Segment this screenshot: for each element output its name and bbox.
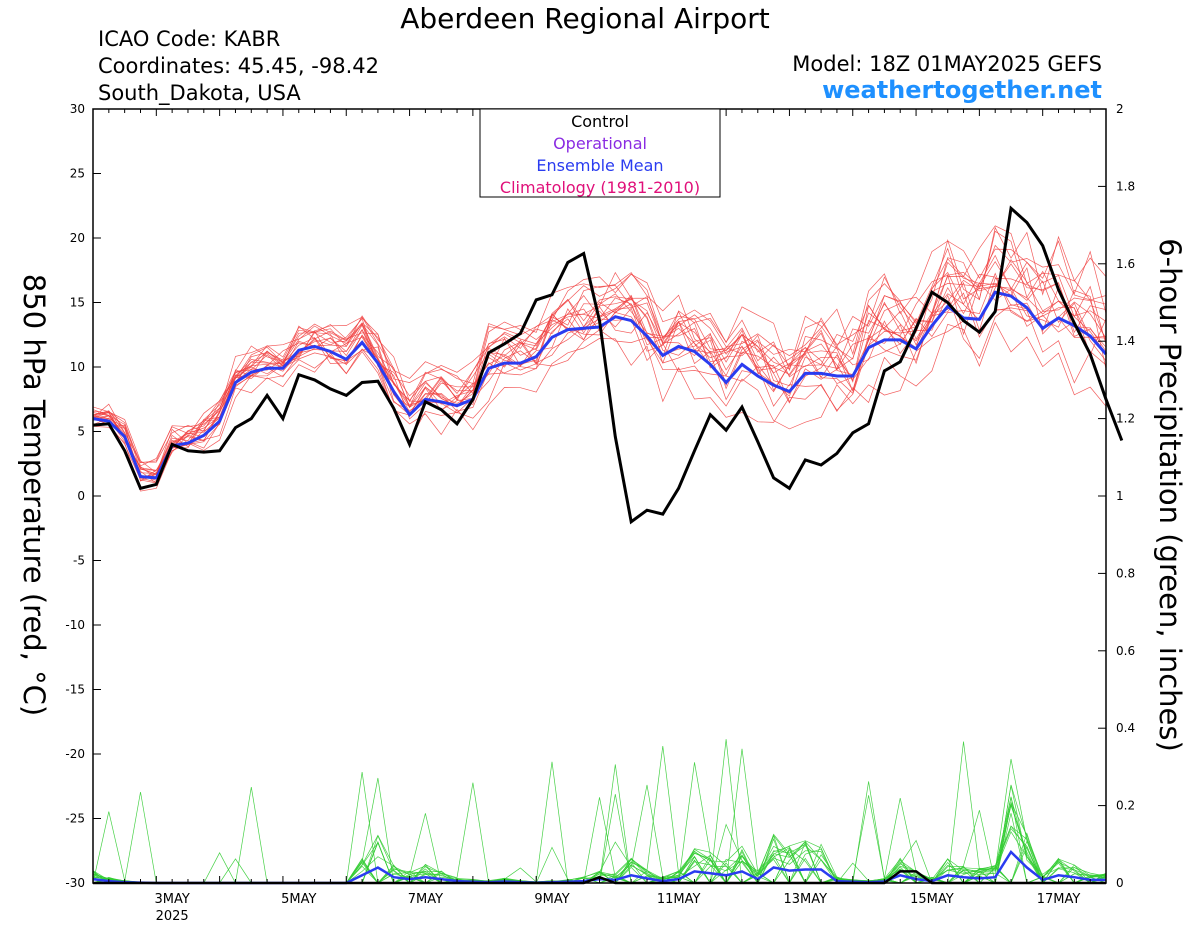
right-tick-label: 0.4	[1116, 721, 1135, 735]
left-axis-ticks: 30 25 20 15 10 5 0 -5 -10 -15 -20 -25 -30	[65, 102, 101, 890]
right-tick-label: 1.6	[1116, 257, 1135, 271]
bottom-tick-label: 3MAY	[154, 892, 189, 907]
right-tick-label: 0.2	[1116, 799, 1135, 813]
icao-code: ICAO Code: KABR	[98, 27, 281, 51]
temp-member-11	[92, 244, 1107, 467]
legend-entry: Ensemble Mean	[536, 156, 663, 175]
right-tick-label: 1	[1116, 489, 1124, 503]
right-tick-label: 1.2	[1116, 412, 1135, 426]
site-name: weathertogether.net	[822, 76, 1102, 104]
primary-series-lines	[92, 205, 1124, 885]
legend-frame	[479, 108, 721, 198]
right-tick-label: 1.4	[1116, 334, 1135, 348]
temp-control-line	[92, 205, 1124, 525]
legend-entry: Control	[571, 112, 629, 131]
precip-member-5	[92, 762, 1107, 884]
precip-member-13	[92, 758, 1107, 884]
left-tick-label: -20	[65, 747, 85, 761]
right-tick-label: 2	[1116, 102, 1124, 116]
bottom-axis-ticks: 3MAY 5MAY 7MAY 9MAY 11MAY 13MAY 15MAY 17MAY 2025	[92, 109, 1107, 924]
left-tick-label: 10	[70, 360, 85, 374]
temp-member-18	[92, 272, 1107, 471]
temp-member-10	[92, 240, 1107, 464]
left-tick-label: -30	[65, 876, 85, 890]
temp-member-9	[92, 225, 1107, 463]
left-tick-label: 20	[70, 231, 85, 245]
bottom-year-label: 2025	[156, 909, 189, 924]
legend-box: Control Operational Ensemble Mean Climatolo…	[479, 108, 721, 198]
precip-member-9	[92, 748, 1107, 885]
bottom-tick-label: 7MAY	[408, 892, 443, 907]
temp-member-16	[92, 273, 1107, 479]
temp-member-7	[92, 226, 1107, 474]
right-tick-label: 0.8	[1116, 566, 1135, 580]
left-tick-label: 0	[77, 489, 85, 503]
temp-member-20	[92, 261, 1107, 482]
temp-member-8	[92, 321, 1107, 484]
right-tick-label: 1.8	[1116, 179, 1135, 193]
left-tick-label: 30	[70, 102, 85, 116]
left-tick-label: 15	[70, 296, 85, 310]
region: South_Dakota, USA	[98, 81, 301, 105]
left-tick-label: 25	[70, 167, 85, 181]
legend-entry: Operational	[553, 134, 647, 153]
left-tick-label: -10	[65, 618, 85, 632]
left-tick-label: 5	[77, 425, 85, 439]
right-tick-label: 0	[1116, 876, 1124, 890]
coordinates: Coordinates: 45.45, -98.42	[98, 54, 379, 78]
precip-member-19	[92, 739, 1107, 885]
right-tick-label: 0.6	[1116, 644, 1135, 658]
temp-member-5	[92, 307, 1107, 492]
y-axis-left-label: 850 hPa Temperature (red, °C)	[17, 273, 51, 717]
precip-member-2	[92, 796, 1107, 884]
precip-member-6	[92, 745, 1107, 884]
model-run: Model: 18Z 01MAY2025 GEFS	[792, 52, 1102, 76]
right-axis-ticks: 2 1.8 1.6 1.4 1.2 1 0.8 0.6 0.4 0.2 0	[1098, 102, 1135, 890]
legend-entry: Climatology (1981-2010)	[500, 178, 700, 197]
precip-member-14	[93, 777, 1107, 884]
precip-member-10	[92, 741, 1107, 884]
bottom-tick-label: 9MAY	[534, 892, 569, 907]
bottom-tick-label: 13MAY	[783, 892, 827, 907]
page-title: Aberdeen Regional Airport	[400, 2, 770, 35]
left-tick-label: -15	[65, 683, 85, 697]
precip-member-lines	[92, 739, 1107, 885]
bottom-tick-label: 11MAY	[657, 892, 701, 907]
bottom-tick-label: 15MAY	[910, 892, 954, 907]
bottom-tick-label: 5MAY	[281, 892, 316, 907]
y-axis-right-label: 6-hour Precipitation (green, inches)	[1153, 238, 1187, 752]
plot-frame	[92, 108, 1107, 884]
temp-member-lines	[92, 225, 1107, 492]
bottom-tick-label: 17MAY	[1037, 892, 1081, 907]
left-tick-label: -25	[65, 812, 85, 826]
left-tick-label: -5	[73, 554, 85, 568]
